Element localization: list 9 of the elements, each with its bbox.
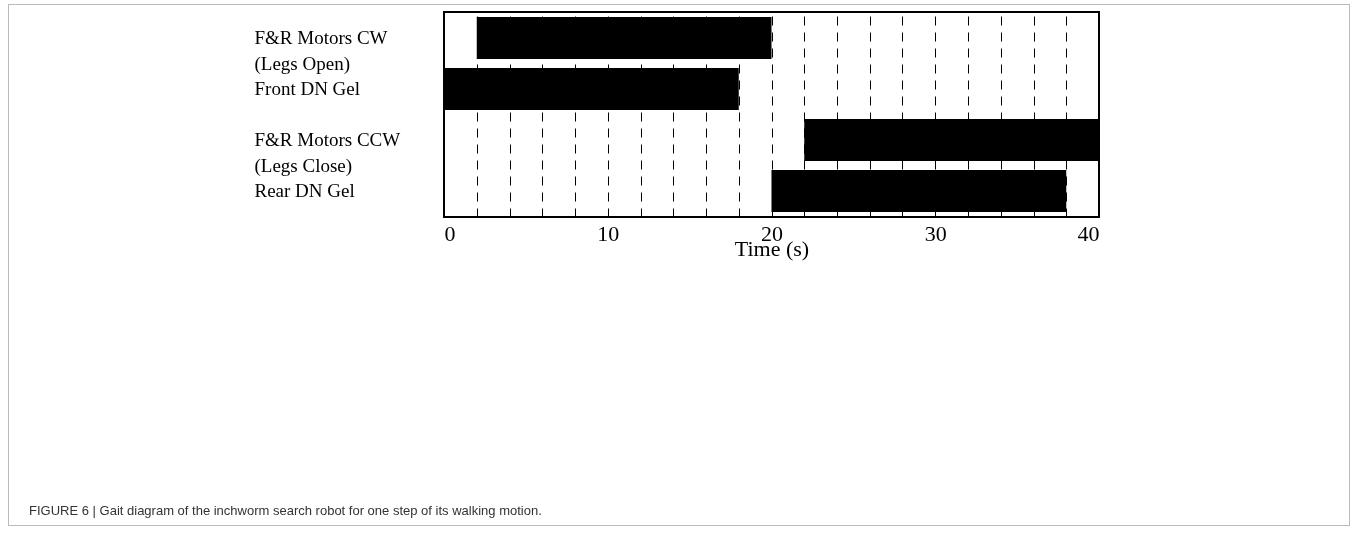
y-tick-label: Front DN Gel [254,78,361,99]
x-tick-label: 30 [924,220,947,246]
x-tick-label: 40 [1077,220,1100,246]
x-tick-label: 10 [597,220,620,246]
y-tick-label: F&R Motors CCW (Legs Close) [254,129,401,177]
caption: FIGURE 6 | Gait diagram of the inchworm search robot for one step of its walking motion. [29,503,542,518]
x-tick-label: 0 [444,220,456,246]
y-tick-label: Rear DN Gel [254,179,355,201]
y-tick-label: F&R Motors CW (Legs Open) [254,27,388,76]
